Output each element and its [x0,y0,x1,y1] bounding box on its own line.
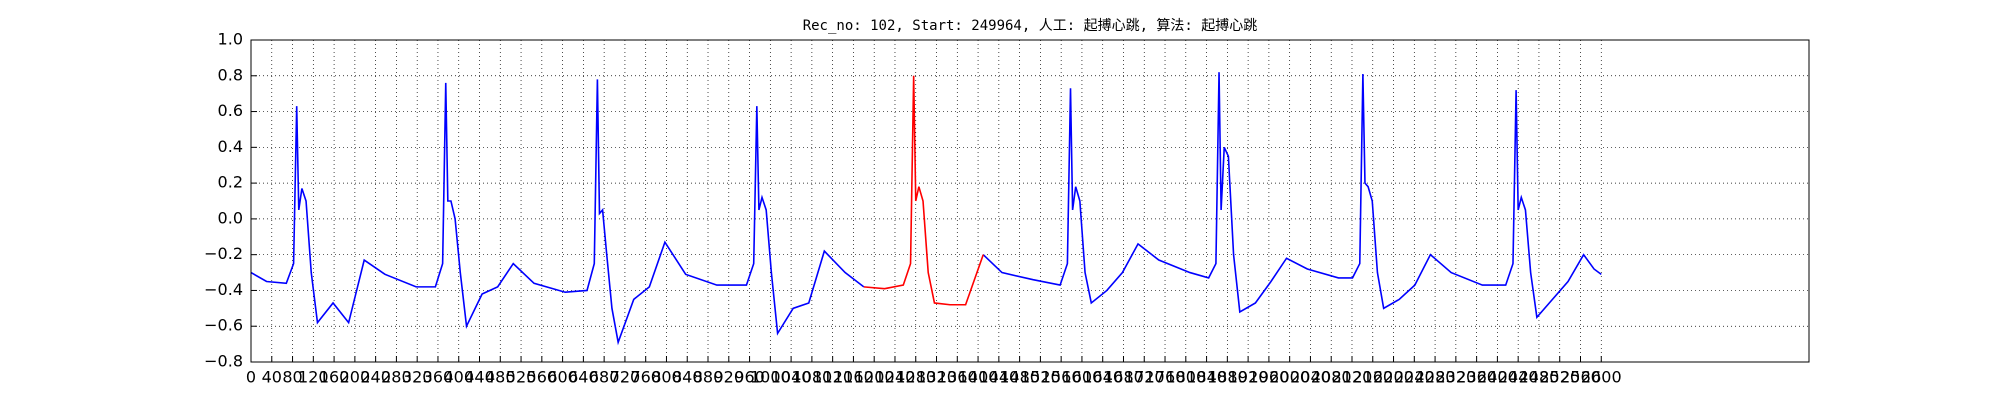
x-tick-label: 1360 [937,368,978,387]
x-tick-label: 1880 [1207,368,1248,387]
x-tick-label: 400 [443,368,474,387]
x-tick-label: 640 [568,368,599,387]
x-tick-label: 2440 [1498,368,1539,387]
x-tick-label: 1000 [750,368,791,387]
x-tick-label: 800 [651,368,682,387]
x-tick-label: 1280 [895,368,936,387]
y-tick-label: 0.2 [218,173,243,192]
x-tick-label: 560 [527,368,558,387]
x-tick-label: 600 [547,368,578,387]
x-tick-label: 1160 [833,368,874,387]
x-tick-label: 1800 [1165,368,1206,387]
x-tick-label: 280 [381,368,412,387]
x-tick-label: 1440 [978,368,1019,387]
x-tick-label: 2400 [1477,368,1518,387]
x-tick-label: 2160 [1352,368,1393,387]
x-tick-label: 2320 [1435,368,1476,387]
x-tick-label: 1600 [1062,368,1103,387]
series-line [863,75,985,306]
x-tick-label: 880 [693,368,724,387]
x-tick-label: 1120 [812,368,853,387]
x-tick-label: 1040 [771,368,812,387]
x-tick-label: 2120 [1332,368,1373,387]
x-tick-label: 520 [506,368,537,387]
x-tick-label: 1200 [854,368,895,387]
x-tick-label: 1520 [1020,368,1061,387]
y-tick-label: 0.6 [218,101,243,120]
x-tick-label: 1320 [916,368,957,387]
x-tick-label: 1720 [1124,368,1165,387]
x-tick-label: 960 [734,368,765,387]
x-tick-label: 2600 [1581,368,1622,387]
y-tick-label: −0.2 [204,244,243,263]
x-tick-label: 480 [485,368,516,387]
x-tick-label: 1080 [792,368,833,387]
x-tick-label: 200 [340,368,371,387]
x-tick-label: 40 [262,368,282,387]
y-tick-label: 1.0 [218,30,243,49]
y-tick-label: −0.4 [204,280,243,299]
x-tick-label: 1640 [1082,368,1123,387]
x-tick-label: 1400 [958,368,999,387]
x-tick-label: 2200 [1373,368,1414,387]
y-tick-label: 0.0 [218,208,243,227]
y-tick-label: 0.4 [218,137,243,156]
y-tick-label: −0.6 [204,316,243,335]
x-tick-label: 320 [402,368,433,387]
x-tick-label: 2080 [1311,368,1352,387]
x-tick-label: 1560 [1041,368,1082,387]
x-tick-label: 2560 [1560,368,1601,387]
y-tick-label: 0.8 [218,65,243,84]
x-tick-label: 680 [589,368,620,387]
x-tick-label: 1920 [1228,368,1269,387]
x-tick-label: 360 [423,368,454,387]
x-tick-label: 2240 [1394,368,1435,387]
chart-title: Rec_no: 102, Start: 249964, 人工: 起搏心跳, 算法… [803,17,1258,34]
x-tick-label: 720 [610,368,641,387]
x-tick-label: 2000 [1269,368,1310,387]
x-tick-label: 80 [282,368,302,387]
x-tick-label: 1680 [1103,368,1144,387]
x-tick-label: 240 [360,368,391,387]
x-tick-label: 1960 [1249,368,1290,387]
x-tick-label: 1480 [999,368,1040,387]
x-tick-label: 120 [298,368,329,387]
x-tick-label: 2040 [1290,368,1331,387]
x-tick-label: 1760 [1145,368,1186,387]
x-tick-label: 840 [672,368,703,387]
x-tick-label: 440 [464,368,495,387]
x-tick-label: 2520 [1539,368,1580,387]
x-tick-label: 760 [630,368,661,387]
x-tick-label: 2360 [1456,368,1497,387]
x-tick-label: 0 [246,368,256,387]
x-tick-label: 1840 [1186,368,1227,387]
x-tick-label: 920 [714,368,745,387]
x-tick-label: 2480 [1519,368,1560,387]
y-tick-label: −0.8 [204,352,243,371]
series-line [250,72,1602,346]
x-tick-label: 1240 [875,368,916,387]
x-tick-label: 160 [319,368,350,387]
x-tick-label: 2280 [1415,368,1456,387]
plot-frame [250,39,1810,363]
